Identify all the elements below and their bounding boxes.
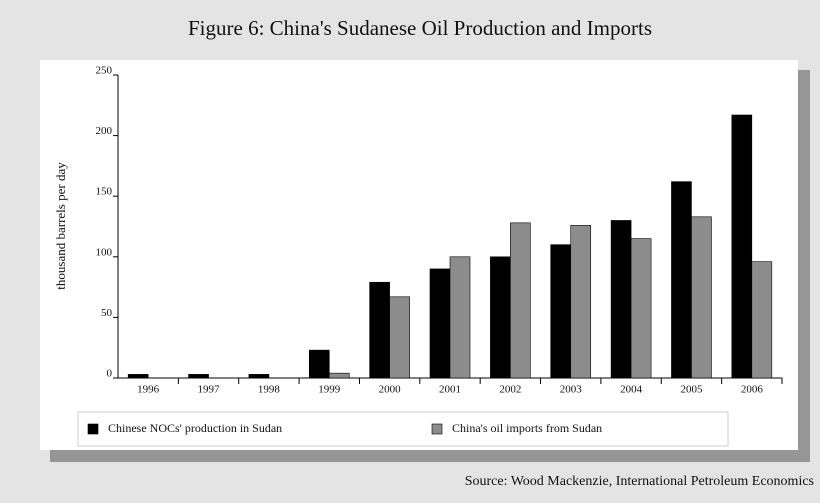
x-tick-label: 2002 xyxy=(499,384,521,396)
bar xyxy=(550,244,572,379)
source-note: Source: Wood Mackenzie, International Pe… xyxy=(465,474,814,489)
x-tick-label: 2005 xyxy=(680,384,703,396)
bar xyxy=(127,374,149,379)
x-tick-label: 1997 xyxy=(198,384,221,396)
x-tick-label: 2000 xyxy=(379,384,402,396)
y-axis-label: thousand barrels per day xyxy=(53,162,68,290)
x-tick-label: 2001 xyxy=(439,384,461,396)
bar xyxy=(630,238,652,379)
bar xyxy=(671,181,692,379)
x-tick-label: 1999 xyxy=(318,384,341,396)
y-tick-label: 150 xyxy=(96,186,113,198)
x-tick-label: 1998 xyxy=(258,384,281,396)
bar xyxy=(610,220,632,379)
bar xyxy=(369,281,390,379)
bar xyxy=(490,256,511,379)
y-tick-label: 200 xyxy=(96,125,113,137)
chart-title: Figure 6: China's Sudanese Oil Productio… xyxy=(188,16,652,40)
bar xyxy=(691,216,712,379)
y-tick-label: 0 xyxy=(107,368,113,380)
legend-label: China's oil imports from Sudan xyxy=(452,421,602,435)
bar xyxy=(328,372,350,379)
legend-label: Chinese NOCs' production in Sudan xyxy=(108,421,282,435)
x-tick-label: 2006 xyxy=(741,384,764,396)
bar xyxy=(751,261,773,379)
legend-box xyxy=(77,411,729,447)
bar xyxy=(510,222,531,379)
bar xyxy=(308,349,330,379)
bar xyxy=(429,268,451,379)
x-tick-label: 2004 xyxy=(620,384,643,396)
x-tick-label: 2003 xyxy=(560,384,583,396)
legend-swatch xyxy=(87,423,99,435)
x-tick-label: 1996 xyxy=(137,384,160,396)
legend-swatch xyxy=(431,423,443,435)
bar xyxy=(570,224,592,379)
bar xyxy=(731,114,753,379)
y-tick-label: 100 xyxy=(96,246,113,258)
bar xyxy=(188,374,209,379)
bar xyxy=(449,256,471,379)
y-tick-label: 250 xyxy=(96,65,113,77)
bar xyxy=(389,296,410,379)
bar xyxy=(248,374,270,379)
y-tick-label: 50 xyxy=(101,307,113,319)
